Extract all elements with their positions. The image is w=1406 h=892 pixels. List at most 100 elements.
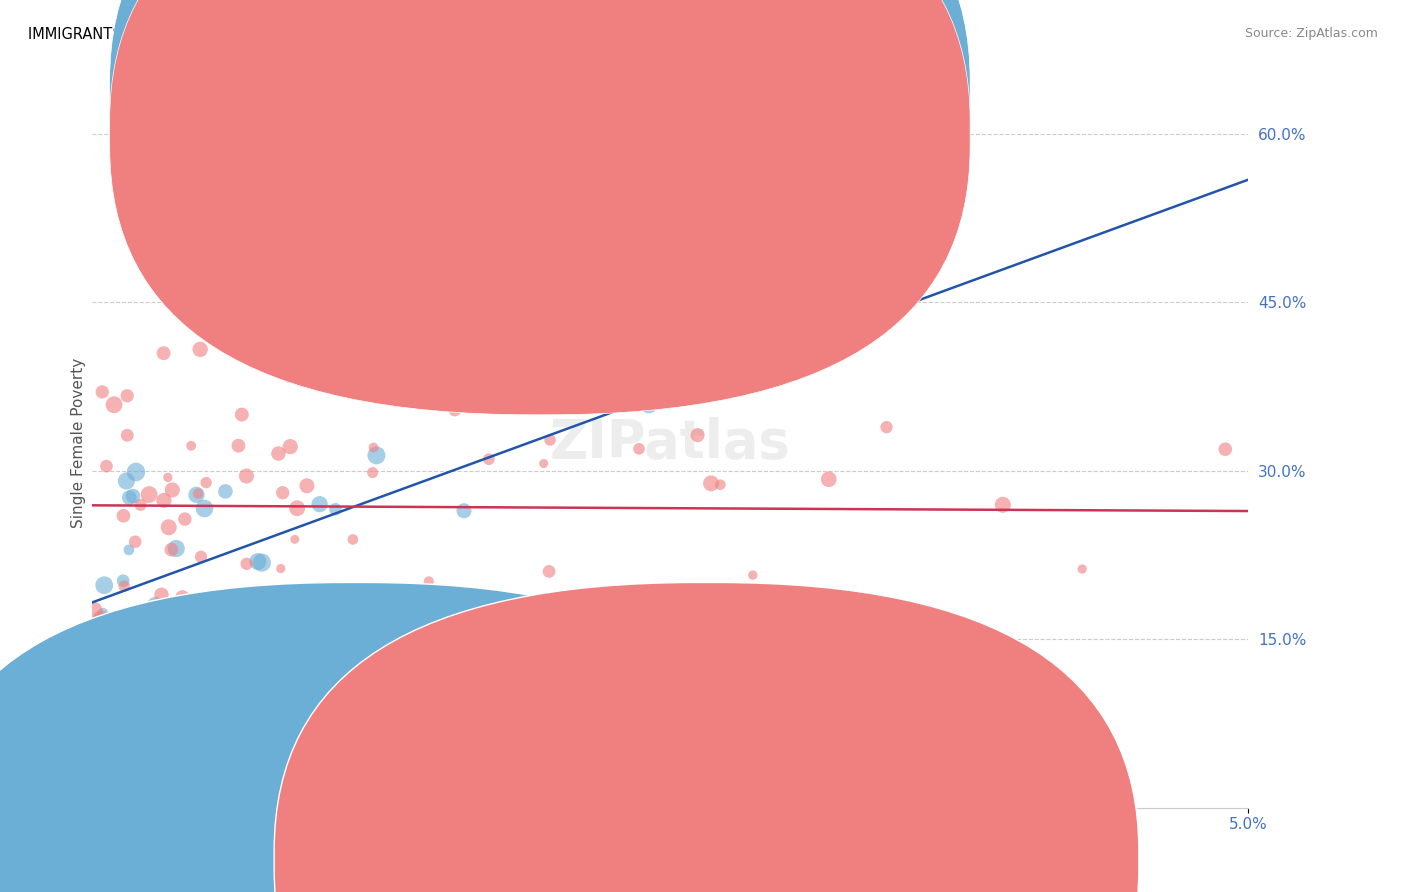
- Point: [228, 439, 250, 453]
- Point: [218, 667, 240, 681]
- Point: [533, 457, 555, 471]
- Point: [253, 656, 276, 670]
- Point: [489, 593, 512, 607]
- Point: [172, 591, 194, 605]
- Point: [554, 610, 576, 624]
- Point: [176, 657, 198, 672]
- Point: [309, 312, 332, 326]
- Point: [115, 389, 138, 403]
- Point: [93, 578, 115, 592]
- Point: [162, 483, 184, 497]
- Point: [91, 607, 114, 621]
- Point: [152, 346, 174, 360]
- Point: [235, 557, 257, 571]
- Point: [267, 446, 290, 460]
- Point: [103, 398, 125, 412]
- Point: [637, 398, 659, 412]
- Point: [160, 542, 183, 557]
- Point: [96, 459, 118, 474]
- Point: [207, 592, 229, 607]
- Point: [453, 504, 475, 518]
- Point: [359, 619, 381, 633]
- Point: [361, 466, 384, 480]
- Point: [195, 475, 218, 490]
- Point: [145, 598, 167, 612]
- Point: [153, 493, 176, 508]
- Point: [87, 655, 110, 669]
- Point: [991, 498, 1014, 512]
- Point: [1071, 562, 1094, 576]
- Point: [188, 343, 211, 357]
- Point: [90, 611, 112, 625]
- Point: [308, 497, 330, 511]
- Point: [145, 644, 167, 658]
- Point: [418, 574, 440, 589]
- Point: [709, 477, 731, 491]
- Point: [270, 561, 292, 575]
- Y-axis label: Single Female Poverty: Single Female Poverty: [72, 358, 86, 528]
- Point: [150, 588, 173, 602]
- Point: [173, 512, 195, 526]
- Point: [627, 442, 650, 456]
- Point: [427, 632, 450, 647]
- Point: [366, 449, 388, 463]
- Point: [91, 384, 114, 399]
- Point: [250, 556, 273, 570]
- Point: [876, 420, 898, 434]
- Point: [115, 428, 138, 442]
- Point: [274, 266, 297, 280]
- Point: [257, 592, 280, 607]
- Point: [538, 565, 561, 579]
- Point: [125, 465, 148, 479]
- Point: [115, 474, 138, 488]
- Point: [471, 615, 494, 630]
- Point: [1213, 442, 1236, 457]
- Point: [278, 371, 301, 385]
- Point: [325, 502, 347, 516]
- Point: [190, 549, 212, 564]
- Point: [285, 501, 308, 516]
- Point: [411, 292, 433, 306]
- Text: Immigrants from Uzbekistan: Immigrants from Uzbekistan: [773, 851, 970, 865]
- Point: [186, 488, 208, 502]
- Point: [249, 588, 271, 602]
- Point: [193, 501, 215, 516]
- Point: [112, 574, 135, 588]
- Point: [686, 428, 709, 442]
- Point: [295, 479, 318, 493]
- Point: [444, 403, 467, 417]
- Point: [231, 408, 253, 422]
- Point: [118, 542, 141, 557]
- Point: [156, 470, 179, 484]
- Point: [363, 441, 385, 455]
- Point: [342, 533, 364, 547]
- Point: [235, 469, 257, 483]
- Text: Immigrants from North Macedonia: Immigrants from North Macedonia: [373, 851, 612, 865]
- Text: Source: ZipAtlas.com: Source: ZipAtlas.com: [1244, 27, 1378, 40]
- Point: [271, 485, 294, 500]
- Point: [157, 520, 180, 534]
- Point: [256, 642, 278, 657]
- Point: [108, 631, 131, 645]
- Text: R =  -0.026   N = 71: R = -0.026 N = 71: [555, 127, 710, 141]
- Point: [83, 603, 105, 617]
- Point: [538, 433, 561, 447]
- Point: [700, 476, 723, 491]
- Point: [122, 489, 145, 503]
- Point: [138, 487, 160, 501]
- Point: [90, 614, 112, 628]
- Point: [817, 472, 839, 486]
- Point: [284, 533, 307, 547]
- Point: [728, 370, 751, 384]
- Point: [118, 491, 141, 505]
- Point: [186, 596, 208, 610]
- Point: [167, 599, 190, 613]
- Point: [650, 619, 672, 633]
- Point: [129, 498, 152, 512]
- Point: [112, 508, 135, 523]
- Point: [112, 579, 135, 593]
- Text: R =  -0.108   N = 33: R = -0.108 N = 33: [555, 87, 710, 101]
- Point: [112, 641, 135, 656]
- Point: [744, 594, 766, 608]
- Point: [165, 541, 187, 556]
